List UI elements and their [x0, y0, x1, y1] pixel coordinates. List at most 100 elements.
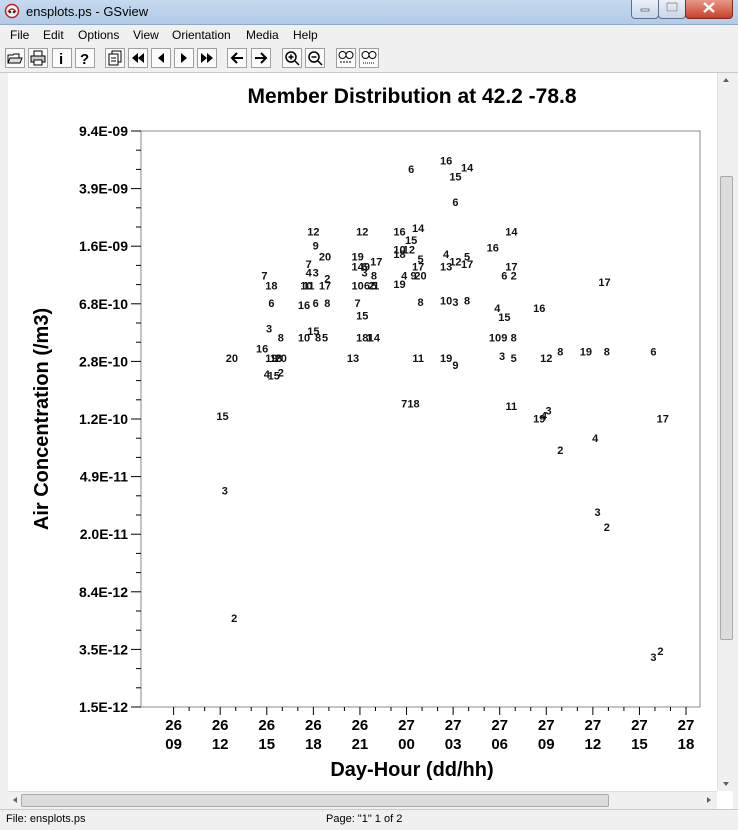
member-point: 8 [278, 332, 284, 344]
member-point: 4 [494, 303, 501, 315]
member-point: 5 [417, 254, 423, 266]
magnify-large-button[interactable] [359, 48, 379, 68]
menu-options[interactable]: Options [78, 28, 120, 42]
member-point: 8 [511, 332, 517, 344]
member-point: 13 [347, 353, 359, 365]
y-tick-label: 1.2E-10 [79, 411, 128, 427]
zoom-in-icon [285, 51, 300, 66]
member-point: 2 [511, 270, 517, 282]
member-point: 20 [319, 251, 331, 263]
member-point: 17 [657, 413, 669, 425]
member-point: 20 [226, 353, 238, 365]
member-point: 6 [501, 270, 507, 282]
chart-title: Member Distribution at 42.2 -78.8 [247, 85, 576, 108]
member-point: 14 [351, 262, 364, 274]
member-point: 10 [440, 295, 452, 307]
right-frame [733, 73, 738, 809]
x-tick-hour-label: 21 [352, 736, 369, 753]
member-point: 8 [464, 295, 470, 307]
menu-bar: File Edit Options View Orientation Media… [0, 25, 738, 46]
vertical-scrollbar[interactable] [717, 73, 734, 791]
x-tick-hour-label: 15 [258, 736, 275, 753]
help-icon: ? [80, 51, 89, 66]
last-page-button[interactable] [197, 48, 217, 68]
back-button[interactable] [227, 48, 247, 68]
info-button[interactable]: i [52, 48, 72, 68]
zoom-in-button[interactable] [282, 48, 302, 68]
member-point: 17 [412, 262, 424, 274]
menu-view[interactable]: View [133, 28, 159, 42]
y-tick-label: 2.0E-11 [80, 526, 128, 542]
last-page-icon [201, 53, 213, 63]
member-point: 10 [489, 332, 501, 344]
member-point: 16 [487, 243, 499, 255]
x-tick-hour-label: 12 [212, 736, 229, 753]
horizontal-scrollbar[interactable] [8, 791, 717, 809]
member-point: 15 [498, 312, 510, 324]
minimize-button[interactable] [631, 0, 659, 19]
forward-button[interactable] [251, 48, 271, 68]
member-point: 13 [440, 262, 452, 274]
member-point: 6 [362, 262, 368, 274]
status-page: Page: "1" 1 of 2 [326, 813, 403, 825]
member-point: 1 [373, 281, 379, 293]
maximize-button[interactable] [658, 0, 686, 19]
zoom-out-button[interactable] [305, 48, 325, 68]
menu-help[interactable]: Help [293, 28, 318, 42]
toolbar: i ? [0, 46, 738, 73]
member-point: 7 [401, 399, 407, 411]
y-axis-label: Air Concentration (/m3) [31, 308, 53, 530]
member-point: 3 [499, 351, 505, 363]
open-button[interactable] [5, 48, 25, 68]
scroll-left-icon[interactable] [8, 792, 22, 808]
member-point: 18 [407, 399, 419, 411]
member-point: 6 [313, 298, 319, 310]
help-button[interactable]: ? [75, 48, 95, 68]
member-point: 19 [440, 353, 452, 365]
menu-file[interactable]: File [10, 28, 30, 42]
member-point: 10 [298, 332, 310, 344]
member-point: 2 [369, 281, 375, 293]
scroll-down-icon[interactable] [718, 777, 734, 791]
member-point: 18 [393, 249, 405, 261]
print-button[interactable] [28, 48, 48, 68]
member-point: 6 [408, 164, 414, 176]
member-point: 8 [315, 332, 321, 344]
menu-orientation[interactable]: Orientation [172, 28, 231, 42]
member-point: 16 [256, 344, 268, 356]
svg-text:i: i [59, 51, 63, 66]
x-tick-hour-label: 06 [491, 736, 508, 753]
magnify-small-button[interactable] [336, 48, 356, 68]
member-point: 17 [461, 259, 473, 271]
magnify-small-icon [338, 51, 354, 63]
member-point: 4 [541, 411, 548, 423]
member-point: 12 [356, 226, 368, 238]
member-point: 15 [356, 311, 368, 323]
next-page-button[interactable] [174, 48, 194, 68]
open-icon [7, 53, 23, 64]
member-point: 4 [592, 433, 599, 445]
member-point: 15 [307, 326, 319, 338]
horizontal-scroll-thumb[interactable] [21, 794, 609, 807]
first-page-button[interactable] [128, 48, 148, 68]
page-select-icon [108, 50, 122, 66]
scroll-right-icon[interactable] [702, 792, 716, 808]
first-page-icon [132, 53, 144, 63]
prev-page-button[interactable] [151, 48, 171, 68]
member-point: 6 [452, 197, 458, 209]
scroll-up-icon[interactable] [718, 73, 734, 87]
member-point: 12 [307, 226, 319, 238]
page-select-button[interactable] [105, 48, 125, 68]
menu-edit[interactable]: Edit [43, 28, 64, 42]
member-point: 8 [324, 298, 330, 310]
member-point: 2 [324, 274, 330, 286]
member-point: 2 [231, 613, 237, 625]
vertical-scroll-thumb[interactable] [720, 176, 733, 640]
member-point: 12 [403, 245, 415, 257]
y-tick-label: 3.5E-12 [79, 641, 128, 657]
y-tick-label: 9.4E-09 [79, 123, 128, 139]
document-view[interactable]: Member Distribution at 42.2 -78.8 9.4E-0… [8, 73, 717, 791]
x-tick-hour-label: 03 [445, 736, 462, 753]
menu-media[interactable]: Media [246, 28, 279, 42]
close-button[interactable] [685, 0, 733, 19]
